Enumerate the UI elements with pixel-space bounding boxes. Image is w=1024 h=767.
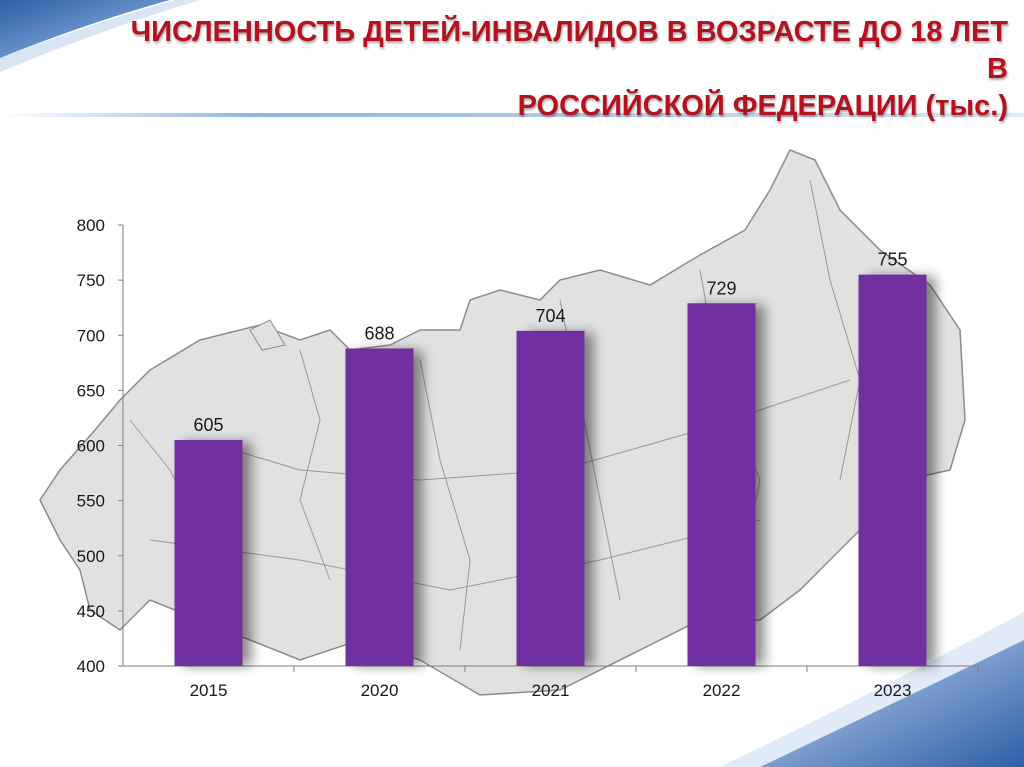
- y-tick-label: 750: [77, 271, 105, 290]
- y-tick-label: 400: [77, 657, 105, 676]
- bar-2021: [516, 330, 585, 666]
- data-label: 704: [535, 306, 565, 326]
- page-title: ЧИСЛЕННОСТЬ ДЕТЕЙ-ИНВАЛИДОВ В ВОЗРАСТЕ Д…: [108, 14, 1008, 125]
- y-tick-label: 450: [77, 602, 105, 621]
- data-label: 605: [193, 415, 223, 435]
- bar-2022: [687, 303, 756, 666]
- bar-2015: [174, 439, 243, 666]
- x-tick-label: 2021: [532, 681, 570, 700]
- data-label: 755: [877, 250, 907, 270]
- x-tick-label: 2015: [190, 681, 228, 700]
- y-tick-label: 550: [77, 492, 105, 511]
- x-tick-label: 2022: [703, 681, 741, 700]
- data-label: 688: [364, 323, 394, 343]
- y-tick-label: 600: [77, 437, 105, 456]
- y-tick-label: 700: [77, 326, 105, 345]
- x-tick-label: 2020: [361, 681, 399, 700]
- y-tick-label: 500: [77, 547, 105, 566]
- top-left-swoosh: [0, 0, 170, 58]
- y-tick-label: 650: [77, 381, 105, 400]
- data-label: 729: [706, 278, 736, 298]
- title-line-2: РОССИЙСКОЙ ФЕДЕРАЦИИ (тыс.): [517, 90, 1008, 122]
- bar-2023: [858, 274, 927, 666]
- bottom-right-swoosh: [760, 640, 1024, 767]
- y-tick-label: 800: [77, 216, 105, 235]
- x-tick-label: 2023: [874, 681, 912, 700]
- bar-2020: [345, 348, 414, 666]
- header-separator-line: [0, 113, 1024, 117]
- title-line-1: ЧИСЛЕННОСТЬ ДЕТЕЙ-ИНВАЛИДОВ В ВОЗРАСТЕ Д…: [130, 16, 1008, 85]
